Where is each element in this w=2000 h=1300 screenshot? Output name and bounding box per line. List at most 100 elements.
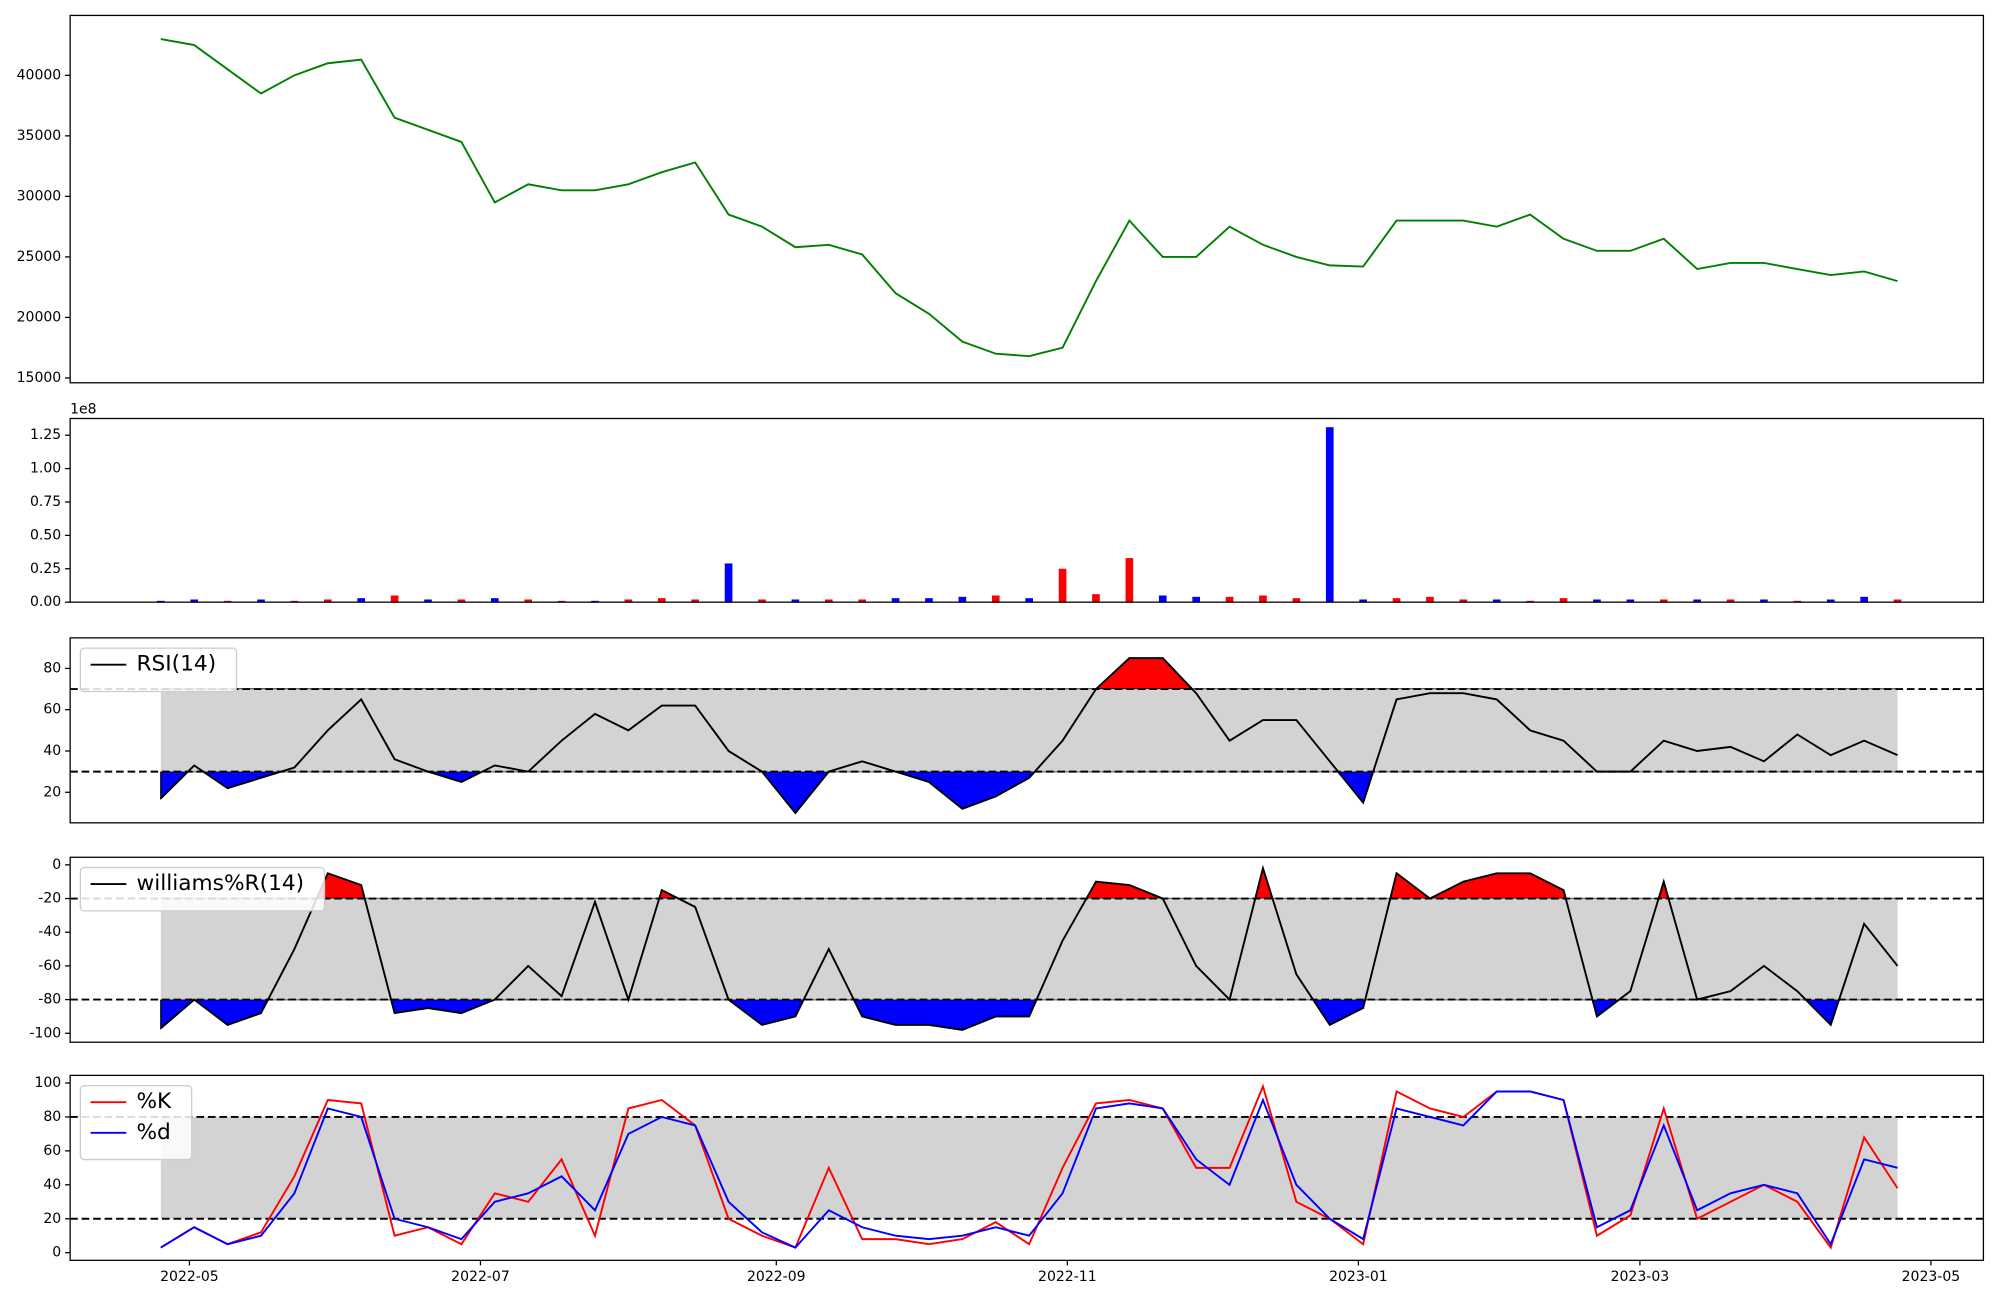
bar <box>190 599 199 603</box>
panel: 0 20 40 60 80 100 2022-05 2022-07 2022-09 2022-11… <box>34 1074 1985 1285</box>
y-tick-label: 1.25 <box>30 427 61 443</box>
bar <box>1125 558 1134 603</box>
bar <box>1893 599 1902 603</box>
legend-box <box>79 647 238 693</box>
bar <box>1726 599 1735 603</box>
y-tick-label: 80 <box>43 1109 61 1125</box>
y-tick-label: 0 <box>52 1245 61 1261</box>
band <box>160 689 1898 772</box>
bar <box>1760 599 1768 603</box>
panel: -100 -80 -60 -40 -20 0 williams%R(14) <box>29 856 1985 1043</box>
y-tick-label: 100 <box>34 1075 61 1091</box>
y-tick-label: 0.00 <box>30 594 61 610</box>
bar <box>1325 427 1334 603</box>
legend: %K %d <box>79 1084 193 1161</box>
axes-frame <box>69 14 1985 384</box>
bar <box>1392 598 1401 603</box>
bar <box>791 599 800 603</box>
y-tick-label: -100 <box>29 1025 61 1041</box>
y-tick-label: 15000 <box>17 370 62 386</box>
legend-label: %K <box>136 1089 172 1114</box>
axis-offset: 1e8 <box>70 402 96 418</box>
x-tick-label: 2022-11 <box>1038 1269 1097 1285</box>
bar <box>1292 598 1301 603</box>
bar <box>1259 595 1267 603</box>
bar <box>223 600 232 603</box>
y-tick-label: 0.50 <box>30 527 61 543</box>
bar <box>1526 600 1534 603</box>
bar <box>1092 594 1100 603</box>
y-tick-label: 60 <box>43 702 61 718</box>
bar <box>424 599 432 603</box>
bar <box>1225 596 1234 603</box>
bar <box>591 600 599 603</box>
panel: 15000 20000 25000 30000 35000 40000 <box>17 14 1985 386</box>
y-tick-label: 35000 <box>17 128 62 144</box>
line <box>160 1090 1898 1249</box>
y-tick-label: -40 <box>38 924 61 940</box>
bar <box>958 596 967 603</box>
band <box>160 898 1898 1000</box>
bar <box>1192 596 1200 603</box>
line <box>160 38 1898 358</box>
y-tick-label: 0.75 <box>30 494 61 510</box>
y-tick-label: -80 <box>38 992 61 1008</box>
bar <box>691 599 700 603</box>
bar <box>557 600 566 603</box>
bar <box>1593 599 1601 603</box>
y-tick-label: 40 <box>43 1177 61 1193</box>
y-tick-label: 20 <box>43 784 61 800</box>
bar <box>156 600 165 603</box>
line <box>160 657 1898 815</box>
bar <box>657 598 666 603</box>
bar <box>1058 568 1067 603</box>
y-tick-label: 0.25 <box>30 561 61 577</box>
band <box>160 1116 1898 1219</box>
bar <box>1626 599 1635 603</box>
y-tick-label: 40 <box>43 743 61 759</box>
bar <box>1826 599 1835 603</box>
legend-label: %d <box>136 1120 170 1145</box>
x-tick-label: 2023-03 <box>1611 1269 1670 1285</box>
axes-frame <box>69 1074 1985 1261</box>
bar <box>1693 599 1701 603</box>
x-tick-label: 2022-09 <box>747 1269 806 1285</box>
x-tick-label: 2022-05 <box>160 1269 219 1285</box>
legend-label: RSI(14) <box>136 652 216 677</box>
bar <box>457 599 466 603</box>
bar <box>891 598 900 603</box>
bar <box>524 599 533 603</box>
y-tick-label: 80 <box>43 660 61 676</box>
legend: RSI(14) <box>79 647 238 693</box>
legend: williams%R(14) <box>79 866 326 912</box>
axes-frame <box>69 417 1985 603</box>
axes-frame <box>69 637 1985 824</box>
bar <box>758 599 766 603</box>
bar <box>1559 598 1568 603</box>
bar <box>1025 598 1033 603</box>
bar <box>1659 599 1668 603</box>
y-tick-label: -60 <box>38 958 61 974</box>
bar <box>925 598 933 603</box>
panel: 20 40 60 80 RSI(14) <box>43 637 1985 824</box>
bar <box>290 600 299 603</box>
x-tick-label: 2023-05 <box>1902 1269 1961 1285</box>
x-tick-label: 2022-07 <box>451 1269 510 1285</box>
y-tick-label: 1.00 <box>30 461 61 477</box>
bar <box>1158 595 1167 603</box>
y-tick-label: 0 <box>52 857 61 873</box>
bar <box>991 595 1000 603</box>
bar <box>490 598 499 603</box>
y-tick-label: 25000 <box>17 249 62 265</box>
axes-frame <box>69 856 1985 1043</box>
line <box>160 1083 1899 1250</box>
legend-box <box>79 866 326 912</box>
y-tick-label: 60 <box>43 1143 61 1159</box>
bar <box>824 599 833 603</box>
y-tick-label: 20 <box>43 1211 61 1227</box>
bar <box>1359 599 1367 603</box>
panel: 0.00 0.25 0.50 0.75 1.00 1.25 1e8 <box>30 402 1985 610</box>
legend-box <box>79 1084 193 1161</box>
bar <box>1492 599 1501 603</box>
